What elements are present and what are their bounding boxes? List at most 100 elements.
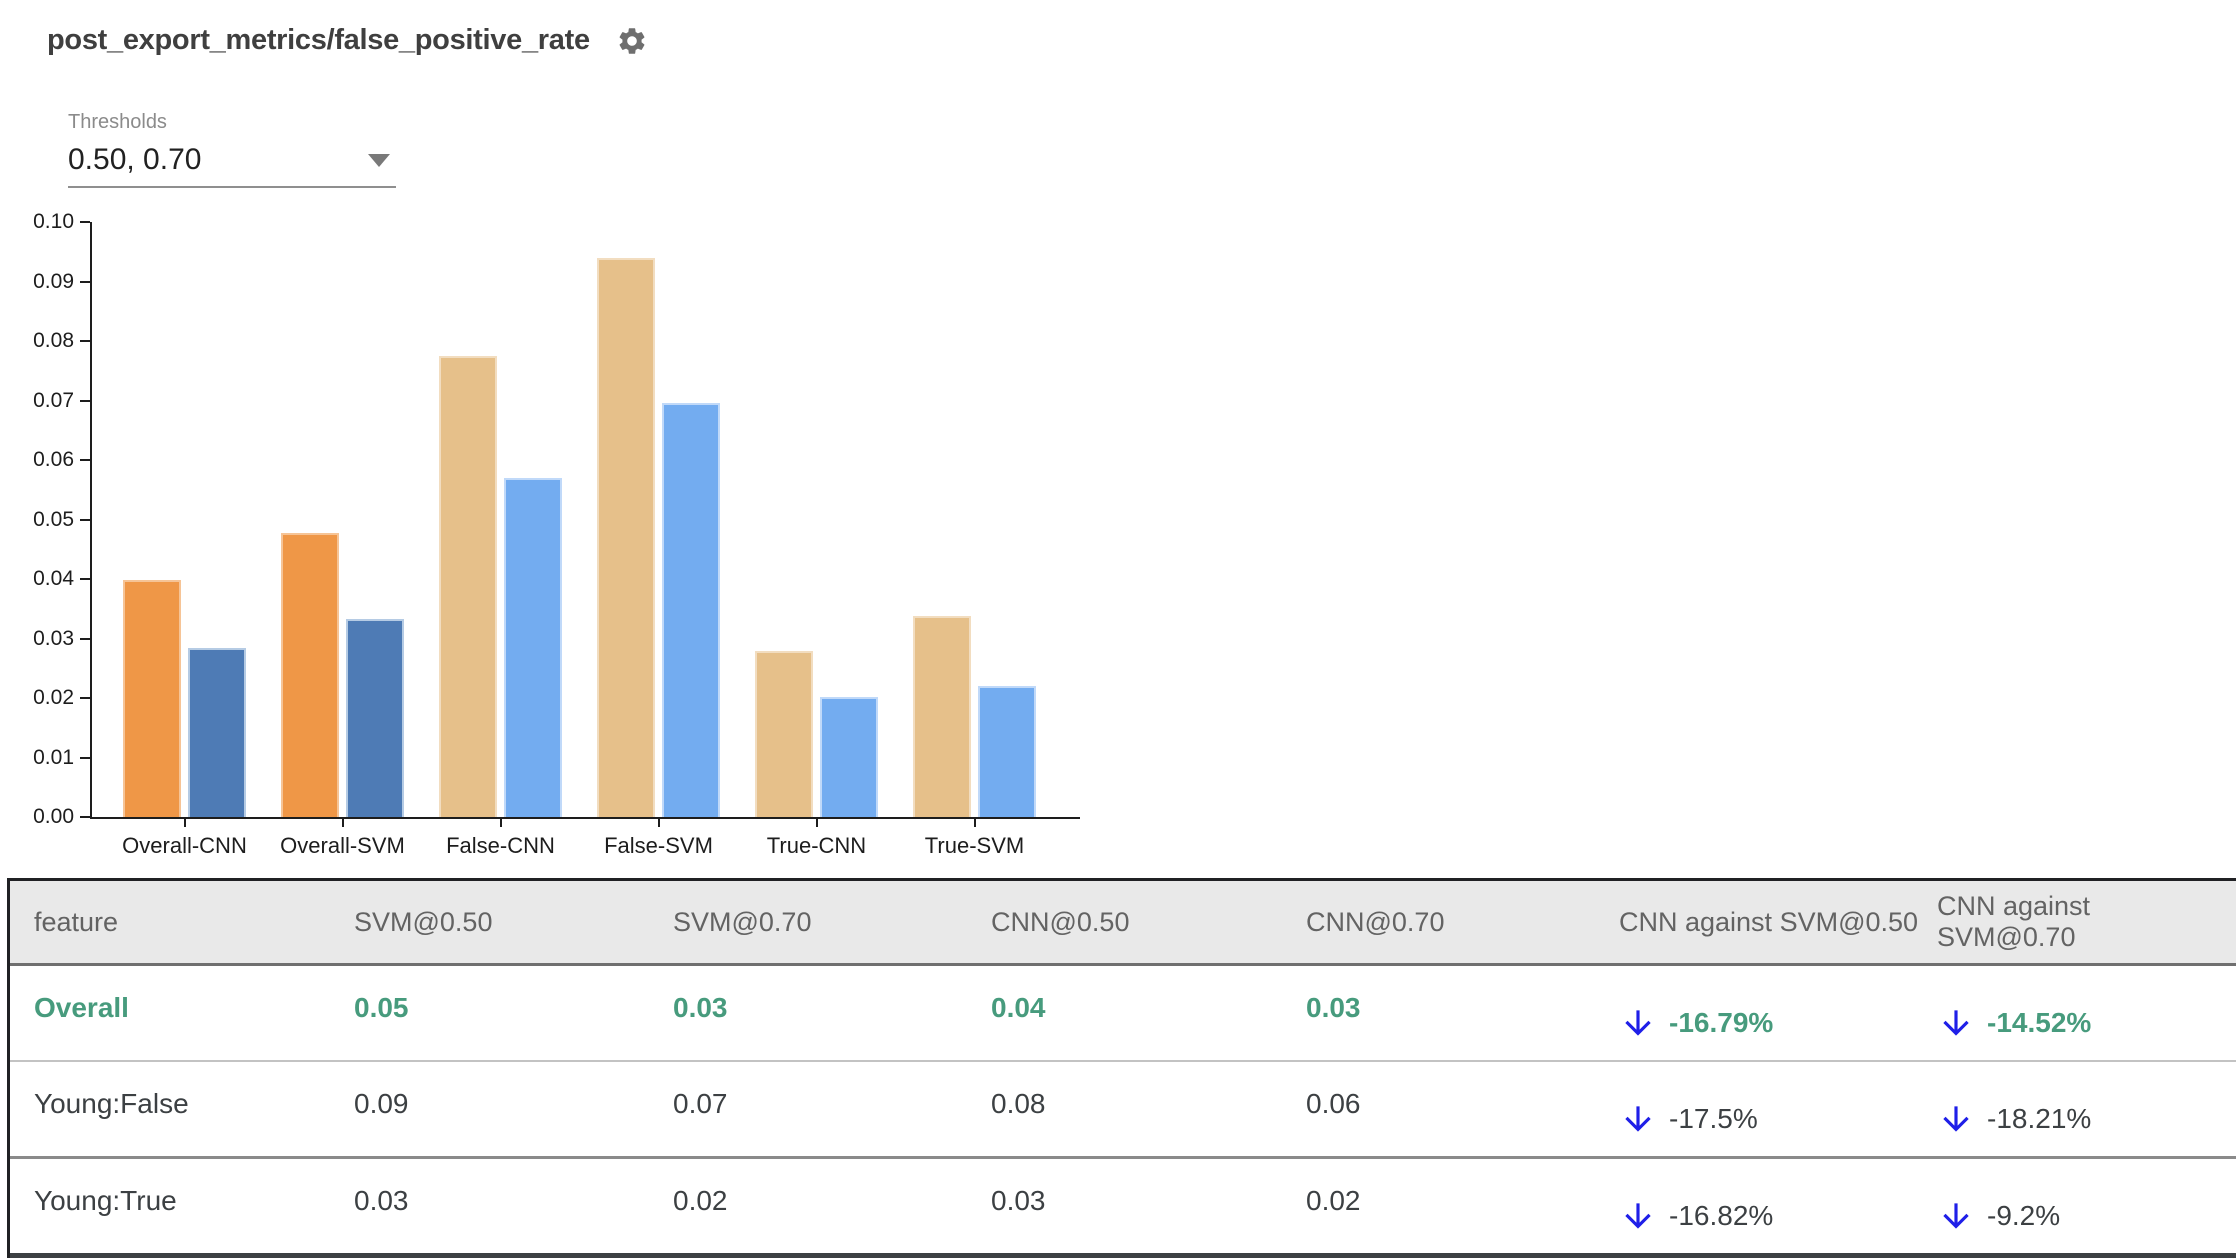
bar-true-svm-t70[interactable] <box>978 686 1036 817</box>
bar-true-cnn-t70[interactable] <box>820 697 878 817</box>
bar-false-svm-t50[interactable] <box>597 258 655 817</box>
metric-value-cell: 0.05 <box>354 992 409 1023</box>
y-axis-tick <box>80 756 90 759</box>
x-axis-tick <box>499 817 502 827</box>
table-row-young-false: Young:False 0.09 0.07 0.08 0.06 -17.5% -18.21% <box>10 1062 2236 1159</box>
arrow-downward-icon <box>1943 1203 1969 1229</box>
y-axis-tick <box>80 518 90 521</box>
bar-overall-cnn-t50[interactable] <box>123 580 181 817</box>
y-axis-label: 0.01 <box>33 745 74 769</box>
y-axis-label: 0.06 <box>33 448 74 471</box>
y-axis-label: 0.05 <box>33 507 74 531</box>
comparison-cell: -17.5% <box>1619 1062 1937 1156</box>
metric-value-cell: 0.03 <box>354 1185 409 1216</box>
comparison-percent: -16.79% <box>1669 1007 1774 1038</box>
bar-true-svm-t50[interactable] <box>913 616 971 817</box>
x-axis-tick <box>815 817 818 827</box>
comparison-percent: -9.2% <box>1987 1200 2061 1231</box>
y-axis-label: 0.03 <box>33 626 74 650</box>
metric-value-cell: 0.02 <box>1306 1185 1361 1216</box>
metric-value-cell: 0.03 <box>1306 992 1361 1023</box>
x-axis-label: Overall-SVM <box>280 833 405 858</box>
x-axis-tick <box>183 817 186 827</box>
metric-value-cell: 0.03 <box>673 992 728 1023</box>
table-row-young-true: Young:True 0.03 0.02 0.03 0.02 -16.82% -9.2% <box>10 1159 2236 1258</box>
bar-overall-svm-t70[interactable] <box>346 619 404 817</box>
column-header-cnn-against-svm-0-50: CNN against SVM@0.50 <box>1619 906 1919 937</box>
comparison-cell: -9.2% <box>1937 1159 2236 1253</box>
thresholds-dropdown[interactable]: Thresholds 0.50, 0.70 <box>68 110 396 188</box>
comparison-percent: -17.5% <box>1669 1103 1758 1134</box>
title-bar: post_export_metrics/false_positive_rate <box>47 24 648 57</box>
y-axis-tick <box>80 280 90 283</box>
y-axis-tick <box>80 816 90 818</box>
comparison-cell: -14.52% <box>1937 966 2236 1060</box>
y-axis-label: 0.00 <box>33 805 74 828</box>
bar-false-cnn-t50[interactable] <box>439 356 497 817</box>
metric-value-cell: 0.02 <box>673 1185 728 1216</box>
comparison-percent: -14.52% <box>1987 1007 2092 1038</box>
metric-title: post_export_metrics/false_positive_rate <box>47 24 590 56</box>
arrow-downward-icon <box>1625 1203 1651 1229</box>
y-axis-tick <box>80 459 90 461</box>
bar-false-svm-t70[interactable] <box>662 403 720 817</box>
y-axis-tick <box>80 578 90 580</box>
feature-cell: Young:True <box>34 1185 177 1216</box>
arrow-downward-icon <box>1943 1106 1969 1132</box>
y-axis-label: 0.04 <box>33 567 74 590</box>
bar-overall-cnn-t70[interactable] <box>188 648 246 817</box>
column-header-cnn-against-svm-0-70: CNN against SVM@0.70 <box>1937 891 2091 952</box>
comparison-cell: -16.79% <box>1619 966 1937 1060</box>
comparison-cell: -16.82% <box>1619 1159 1937 1253</box>
bar-overall-svm-t50[interactable] <box>281 533 339 817</box>
metric-value-cell: 0.04 <box>991 992 1046 1023</box>
column-header-cnn-0-50: CNN@0.50 <box>991 906 1130 937</box>
x-axis-label: Overall-CNN <box>122 833 247 858</box>
table-header-row: feature SVM@0.50 SVM@0.70 CNN@0.50 CNN@0.70 C… <box>10 881 2236 966</box>
comparison-cell: -18.21% <box>1937 1062 2236 1156</box>
arrow-downward-icon <box>1943 1010 1969 1036</box>
column-header-cnn-0-70: CNN@0.70 <box>1306 906 1445 937</box>
x-axis-label: False-CNN <box>446 833 555 858</box>
x-axis-tick <box>657 817 660 827</box>
x-axis-label: True-CNN <box>766 833 867 858</box>
metric-value-cell: 0.09 <box>354 1088 409 1119</box>
settings-gear-icon[interactable] <box>616 25 648 57</box>
y-axis-label: 0.10 <box>33 210 74 233</box>
metrics-table: feature SVM@0.50 SVM@0.70 CNN@0.50 CNN@0.70 C… <box>7 878 2236 1258</box>
metric-value-cell: 0.06 <box>1306 1088 1361 1119</box>
column-header-feature: feature <box>34 906 119 937</box>
x-axis-label: False-SVM <box>604 833 713 858</box>
bar-chart: 0.00 0.01 0.02 0.03 0.04 0.05 0.06 0.07 0.08 0.09… <box>33 210 1080 858</box>
y-axis-tick <box>80 697 90 699</box>
y-axis-tick <box>80 221 90 223</box>
feature-cell: Young:False <box>34 1088 189 1119</box>
table-row-overall: Overall 0.05 0.03 0.04 0.03 -16.79% -14.52% <box>10 966 2236 1062</box>
column-header-svm-0-50: SVM@0.50 <box>354 906 493 937</box>
metric-value-cell: 0.08 <box>991 1088 1046 1119</box>
chevron-down-icon[interactable] <box>368 153 390 167</box>
column-header-svm-0-70: SVM@0.70 <box>673 906 812 937</box>
metric-value-cell: 0.03 <box>991 1185 1046 1216</box>
y-axis-label: 0.07 <box>33 388 74 412</box>
bar-true-cnn-t50[interactable] <box>755 651 813 817</box>
metric-value-cell: 0.07 <box>673 1088 728 1119</box>
comparison-percent: -16.82% <box>1669 1200 1774 1231</box>
thresholds-label: Thresholds <box>68 111 167 133</box>
x-axis-tick <box>341 817 344 827</box>
y-axis-tick <box>80 399 90 402</box>
arrow-downward-icon <box>1625 1010 1651 1036</box>
y-axis-tick <box>80 340 90 342</box>
y-axis-tick <box>80 637 90 640</box>
x-axis-label: True-SVM <box>924 833 1025 858</box>
arrow-downward-icon <box>1625 1106 1651 1132</box>
bar-false-cnn-t70[interactable] <box>504 478 562 817</box>
y-axis-label: 0.08 <box>33 329 74 352</box>
y-axis-label: 0.09 <box>33 269 74 293</box>
thresholds-value: 0.50, 0.70 <box>68 143 202 176</box>
feature-cell: Overall <box>34 992 129 1023</box>
y-axis-label: 0.02 <box>33 686 74 709</box>
x-axis-tick <box>973 817 976 827</box>
comparison-percent: -18.21% <box>1987 1103 2092 1134</box>
